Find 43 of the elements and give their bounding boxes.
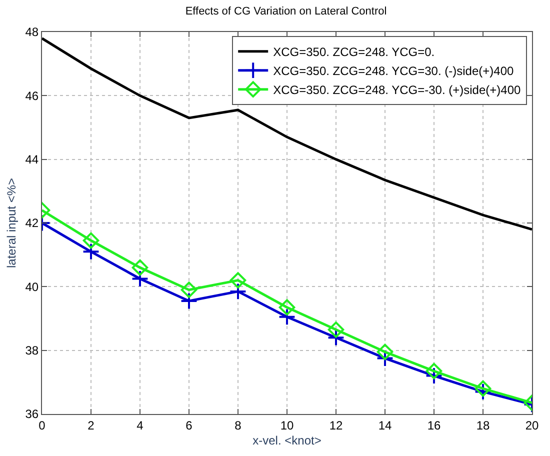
x-tick-label: 14 (378, 418, 392, 432)
point (426, 362, 442, 380)
x-tick-label: 10 (280, 418, 294, 432)
y-tick-label: 38 (25, 344, 39, 358)
point (131, 270, 149, 288)
point (474, 383, 492, 400)
y-tick-label: 40 (25, 280, 39, 294)
point (229, 282, 247, 300)
x-tick-label: 2 (88, 418, 95, 432)
x-tick-label: 4 (136, 418, 144, 432)
point (376, 350, 394, 367)
x-tick-label: 16 (427, 418, 441, 432)
point (376, 344, 394, 360)
x-tick-label: 18 (476, 418, 490, 432)
y-tick-label: 44 (25, 152, 39, 167)
x-tick-label: 8 (234, 418, 242, 432)
line-series (42, 37, 532, 231)
point (132, 259, 148, 276)
point (82, 242, 100, 260)
x-tick-label: 0 (38, 418, 46, 432)
y-axis-title: lateral input <%> (4, 178, 19, 268)
point (180, 282, 198, 298)
x-axis-title: x-vel. <knot> (252, 433, 322, 448)
point (474, 380, 492, 397)
point (327, 328, 345, 346)
y-tick-label: 46 (25, 88, 39, 103)
point (425, 367, 443, 384)
legend-label: XCG=350. ZCG=248. YCG=0. (273, 45, 435, 59)
y-tick-label: 42 (25, 216, 39, 230)
y-tick-label: 48 (25, 25, 39, 40)
x-tick-label: 12 (329, 418, 343, 432)
x-tick-label: 6 (186, 418, 193, 432)
legend-label: XCG=350. ZCG=248. YCG=30. (-)side(+)400 (273, 64, 514, 78)
y-tick-label: 36 (25, 407, 39, 422)
point (230, 272, 246, 288)
point (82, 232, 100, 249)
chart-title: Effects of CG Variation on Lateral Control (185, 6, 387, 18)
point (180, 292, 198, 310)
x-tick-label: 20 (525, 418, 539, 432)
legend-label: XCG=350. ZCG=248. YCG=-30. (+)side(+)400 (273, 83, 521, 97)
point (278, 308, 296, 326)
point (328, 321, 344, 338)
point (278, 299, 296, 316)
